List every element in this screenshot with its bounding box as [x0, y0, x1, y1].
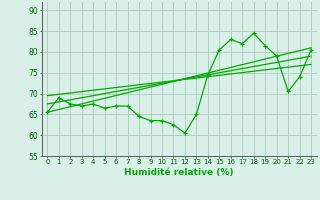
X-axis label: Humidité relative (%): Humidité relative (%): [124, 168, 234, 177]
